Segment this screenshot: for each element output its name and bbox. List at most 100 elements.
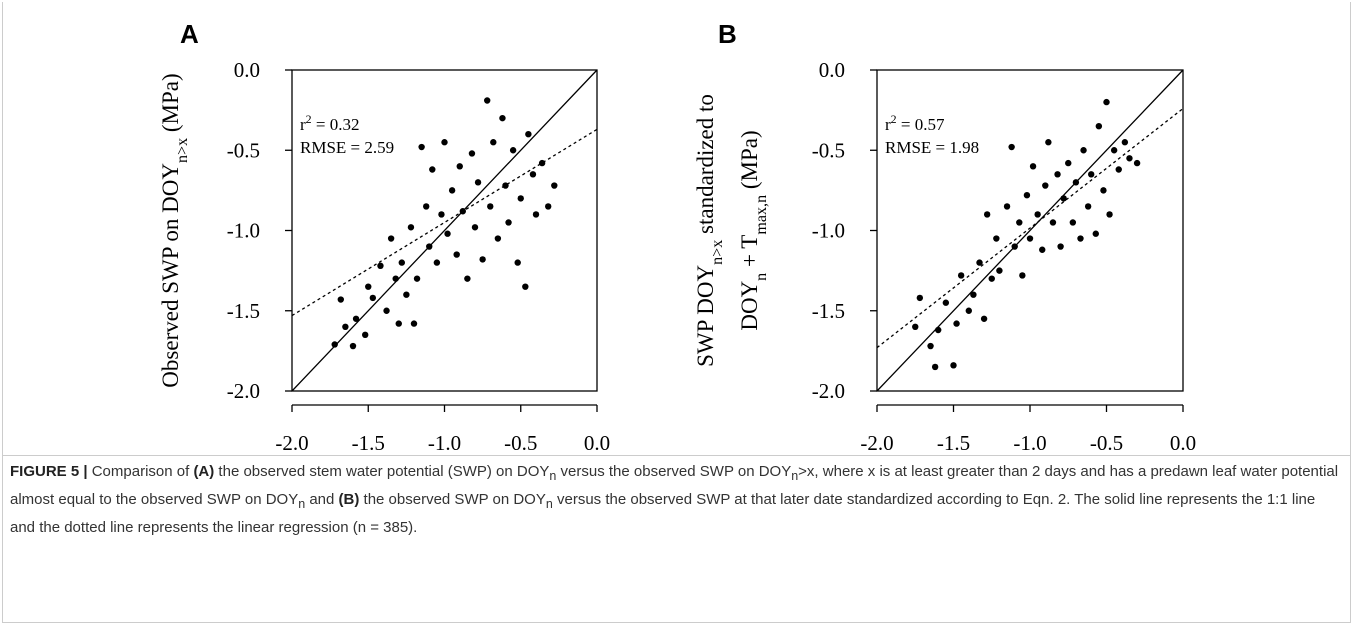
point (456, 163, 463, 170)
text-part: RMSE = 1.98 (885, 138, 979, 157)
point (433, 259, 441, 266)
point (407, 224, 415, 231)
point (1042, 182, 1049, 189)
point (444, 230, 451, 237)
point (502, 182, 509, 189)
point (395, 320, 402, 327)
point (410, 320, 418, 327)
point (448, 187, 456, 194)
y-tick-label: -2.0 (812, 379, 845, 403)
point (517, 195, 524, 202)
point (935, 326, 942, 334)
point (983, 211, 991, 218)
x-tick-label: -1.0 (428, 431, 461, 455)
point (912, 323, 919, 330)
text-part: n>x (709, 240, 726, 265)
point (468, 150, 476, 157)
y-tick-label: -0.5 (227, 138, 260, 162)
point (538, 159, 546, 167)
y-axis-label: SWP DOYn>x standardized to (693, 94, 726, 367)
text-part: standardized to (693, 94, 718, 240)
point (377, 262, 384, 270)
x-tick-label: -2.0 (275, 431, 308, 455)
point (494, 235, 502, 242)
point (993, 235, 1000, 242)
point (953, 320, 960, 327)
panel-label: A (180, 19, 199, 49)
y-axis-label: DOYn + Tmax,n (MPa) (737, 130, 770, 330)
point (398, 259, 405, 266)
x-tick-label: -0.5 (1090, 431, 1123, 455)
point (403, 291, 410, 298)
point (1095, 122, 1103, 130)
point (1034, 211, 1041, 218)
caption-text: FIGURE 5 | (10, 463, 88, 480)
point (352, 315, 360, 322)
text-part: SWP DOY (693, 265, 718, 367)
point (365, 283, 372, 290)
text-part: RMSE = 2.59 (300, 138, 394, 157)
y-tick-label: -1.0 (812, 219, 845, 243)
text-part: = 0.57 (897, 115, 945, 134)
point (1026, 235, 1034, 242)
text-part: Observed SWP on DOY (158, 163, 183, 388)
caption-text: (B) (338, 491, 360, 508)
point (426, 243, 433, 250)
point (532, 211, 540, 218)
point (418, 143, 425, 151)
point (484, 97, 491, 104)
point (1133, 159, 1141, 167)
point (1065, 159, 1072, 167)
point (1115, 166, 1122, 173)
point (927, 342, 934, 350)
point (522, 283, 529, 290)
text-part: 2 (891, 112, 897, 126)
point (1069, 219, 1077, 226)
point (514, 259, 521, 266)
point (942, 299, 950, 306)
point (1045, 139, 1052, 146)
text-part: r (300, 115, 306, 134)
point (1088, 171, 1095, 178)
text-part: DOY (737, 280, 762, 330)
point (383, 307, 390, 314)
y-tick-label: -1.5 (812, 299, 845, 323)
text-part: max,n (753, 195, 770, 235)
y-tick-label: 0.0 (819, 58, 845, 82)
caption: FIGURE 5 | Comparison of (A) the observe… (10, 460, 1340, 540)
caption-text: the observed stem water potential (SWP) … (214, 463, 550, 480)
point (551, 182, 558, 189)
point (387, 235, 395, 242)
y-tick-label: 0.0 (234, 58, 260, 82)
point (525, 131, 532, 138)
point (1003, 203, 1011, 210)
point (957, 272, 965, 279)
y-axis-label: Observed SWP on DOYn>x (MPa) (158, 73, 191, 387)
figure: A -2.0 -1.5 -1.0 -0.5 0.0 -2.0 -1.5 -1.0 -0.5 0.0 r… (158, 19, 1196, 455)
point (464, 275, 471, 282)
annotation: RMSE = 1.98 (885, 138, 979, 157)
text-part: n (753, 273, 770, 281)
point (931, 363, 939, 371)
caption-text: >x, where x is at least greater than 2 d… (10, 463, 1339, 508)
annotation: r2 = 0.32 (300, 112, 359, 134)
point (950, 362, 957, 369)
point (916, 294, 924, 302)
point (545, 203, 552, 210)
point (490, 139, 497, 146)
x-tick-label: -0.5 (504, 431, 537, 455)
x-tick-label: 0.0 (584, 431, 610, 455)
text-part: 2 (306, 112, 312, 126)
point (1077, 235, 1084, 242)
reference-line (876, 69, 1184, 392)
y-tick-label: -1.5 (227, 299, 260, 323)
point (996, 267, 1003, 274)
point (392, 275, 399, 282)
point (471, 224, 479, 231)
caption-text: n (298, 497, 306, 511)
point (438, 211, 445, 218)
caption-text: the observed SWP on DOY (359, 491, 546, 508)
point (988, 275, 995, 282)
